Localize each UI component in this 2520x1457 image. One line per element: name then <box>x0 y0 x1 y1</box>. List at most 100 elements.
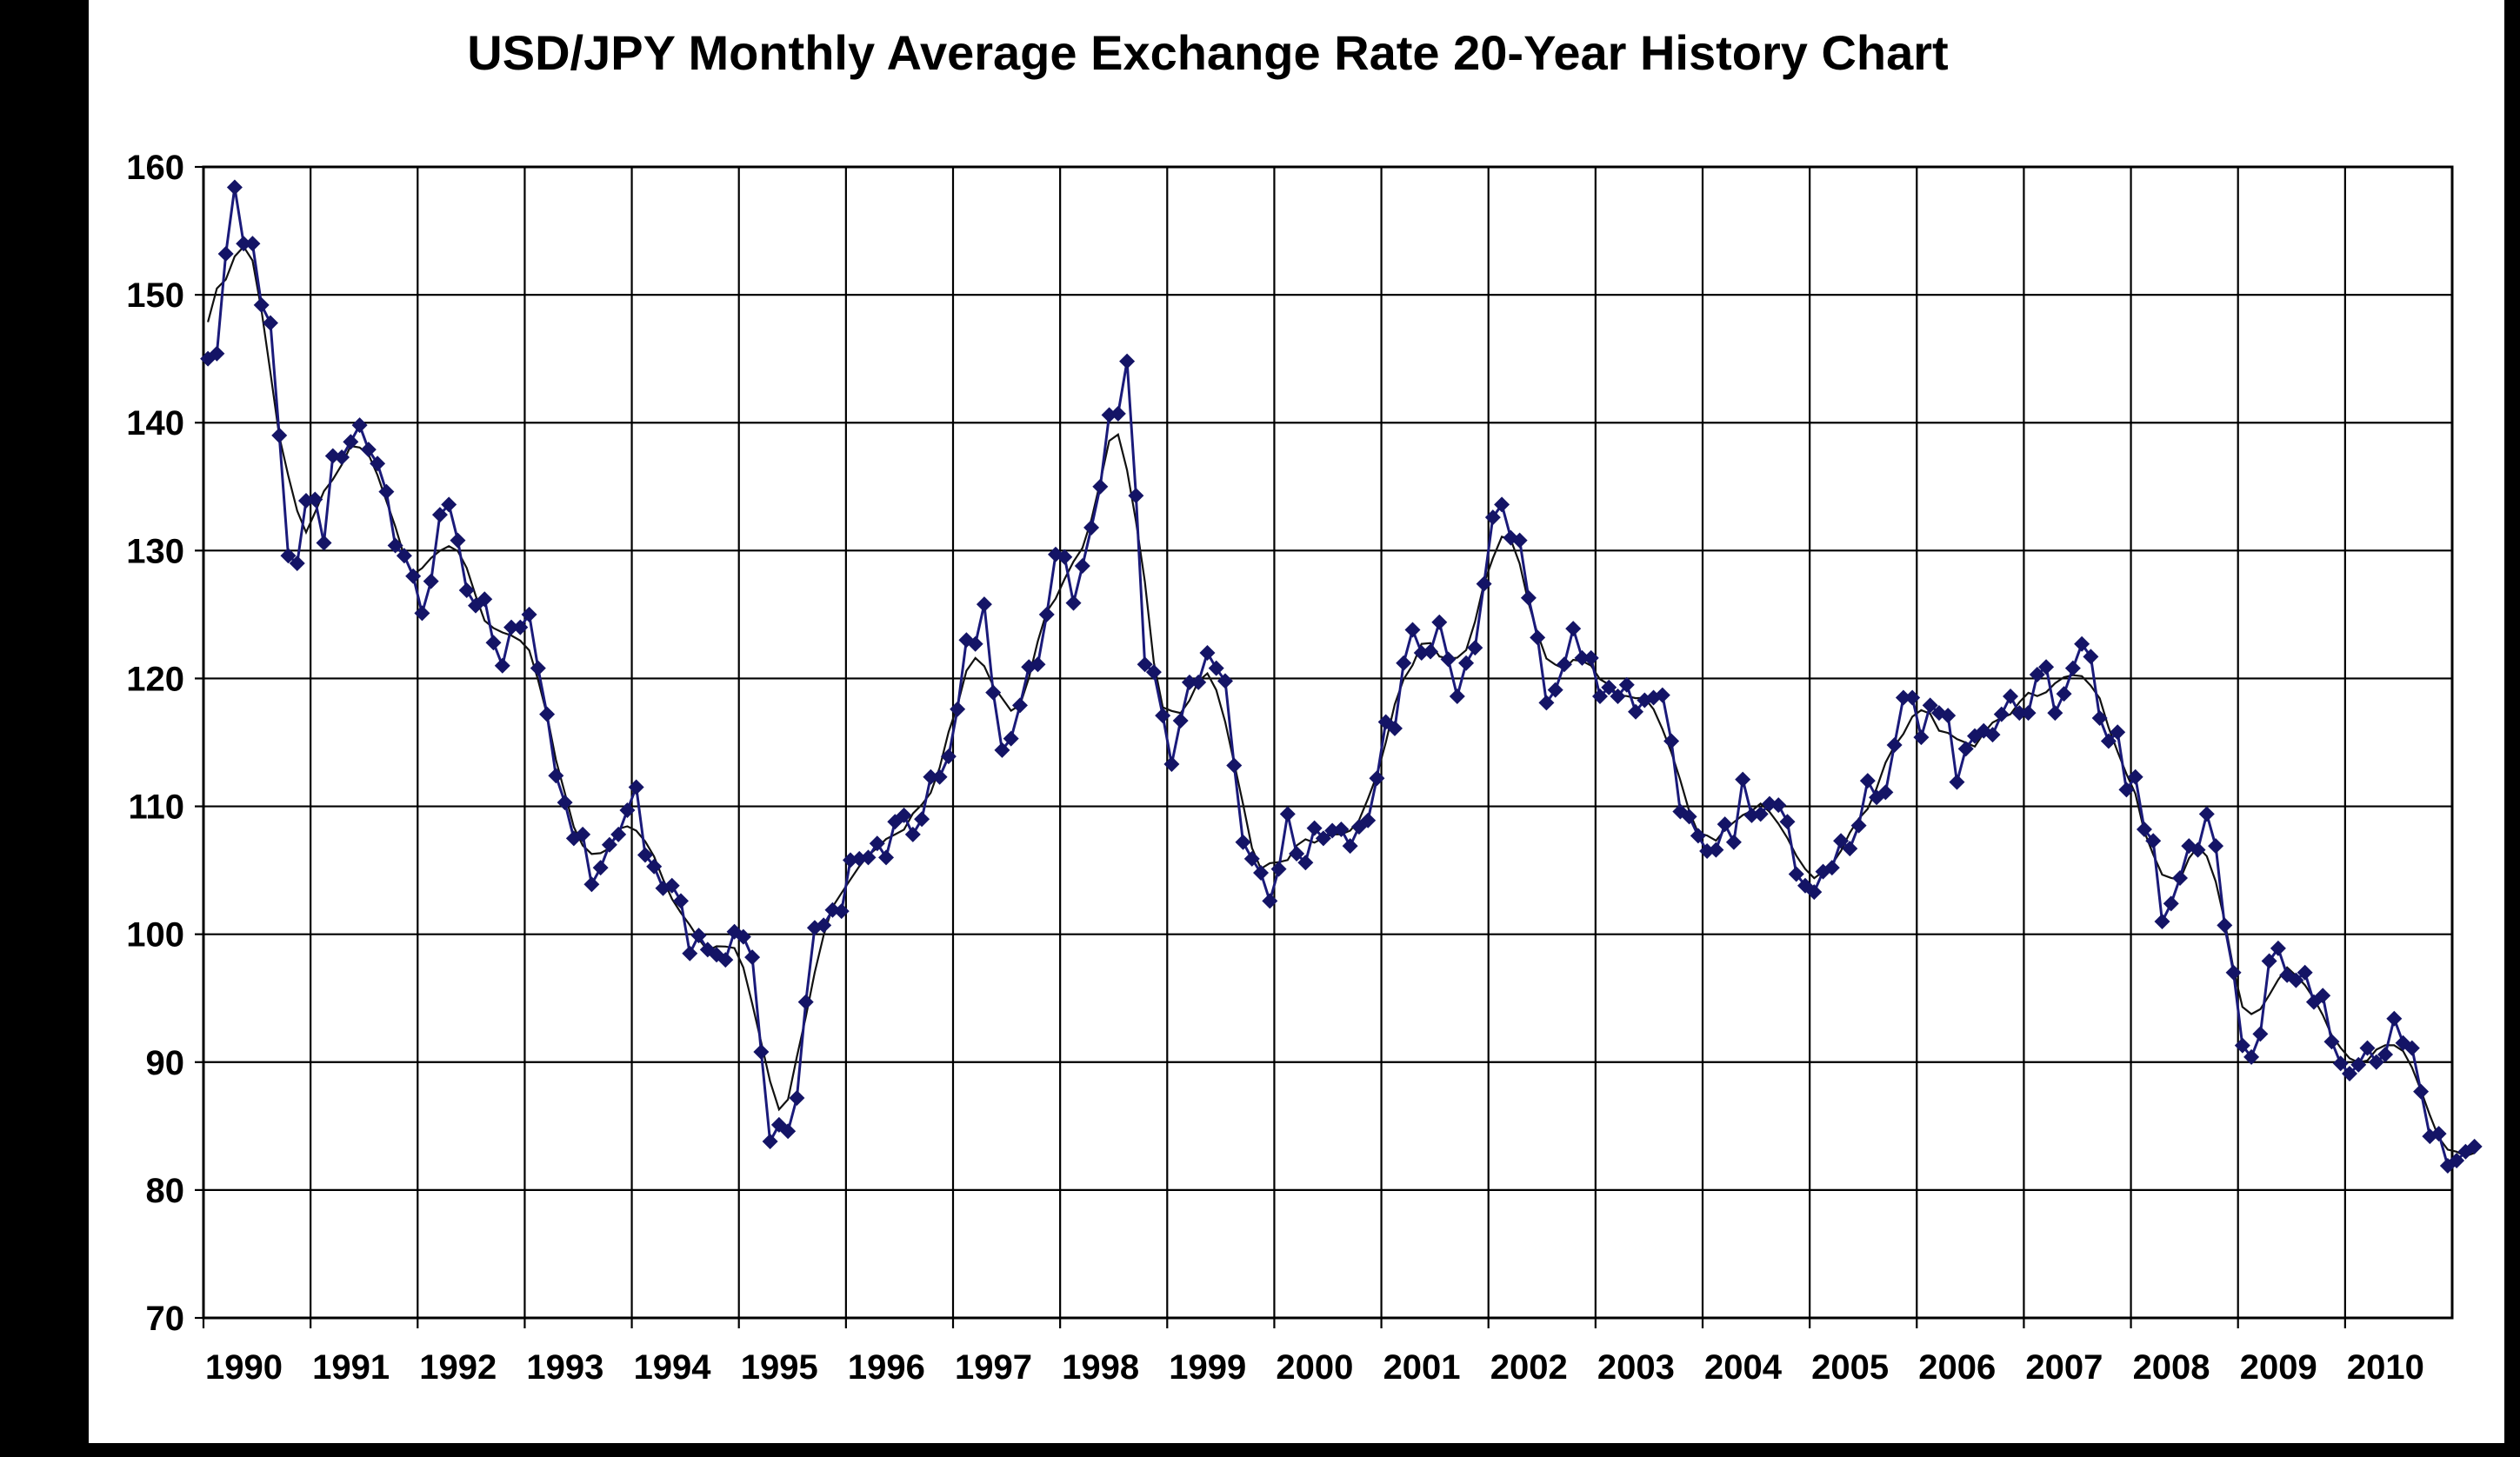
data-point <box>1601 679 1617 695</box>
data-point <box>1404 622 1421 638</box>
data-point <box>2252 1026 2269 1042</box>
data-point <box>2118 782 2135 798</box>
data-point <box>2198 806 2215 822</box>
data-point <box>1360 812 1377 828</box>
data-point <box>217 246 234 263</box>
data-point <box>1208 660 1224 676</box>
data-point <box>575 826 591 842</box>
data-point <box>1913 729 1930 746</box>
data-point <box>1922 697 1938 714</box>
grid-lines <box>202 165 2454 1320</box>
chart-panel: USD/JPY Monthly Average Exchange Rate 20… <box>89 0 2504 1443</box>
data-point <box>663 877 680 894</box>
x-tick-label: 1992 <box>419 1348 497 1387</box>
data-point <box>717 952 734 968</box>
data-point <box>396 548 412 564</box>
data-point <box>1618 676 1635 693</box>
data-point <box>343 434 359 450</box>
data-point <box>2261 953 2277 969</box>
data-point <box>628 779 644 795</box>
data-point <box>967 635 983 652</box>
chart-title: USD/JPY Monthly Average Exchange Rate 20… <box>467 25 1948 80</box>
data-point <box>378 483 395 500</box>
data-point <box>923 768 939 785</box>
data-point <box>1842 841 1858 857</box>
data-point <box>592 860 609 876</box>
data-point <box>2466 1138 2483 1154</box>
data-point <box>1850 817 1867 834</box>
x-tick-label: 2001 <box>1383 1348 1461 1387</box>
data-point <box>2056 686 2072 702</box>
data-point <box>762 1133 778 1149</box>
data-point <box>1547 682 1563 698</box>
data-point <box>503 619 520 635</box>
data-point <box>637 847 653 863</box>
data-point <box>1369 770 1385 787</box>
data-point <box>833 903 850 920</box>
data-point <box>1984 727 2001 743</box>
data-point <box>1779 814 1796 830</box>
data-point <box>1226 757 1243 774</box>
data-point <box>280 548 297 564</box>
data-point <box>1610 689 1626 705</box>
y-tick-label: 140 <box>126 404 184 442</box>
data-point <box>940 748 957 765</box>
x-tick-label: 2008 <box>2133 1348 2210 1387</box>
data-point <box>1484 509 1501 526</box>
data-point <box>1038 606 1055 622</box>
data-point <box>619 802 636 818</box>
series-line <box>207 187 2476 1168</box>
data-point <box>2110 724 2126 741</box>
data-point <box>387 537 403 554</box>
data-point <box>2136 822 2152 838</box>
data-point <box>1190 674 1207 690</box>
data-point <box>1467 640 1483 656</box>
data-point <box>2270 940 2286 956</box>
data-point <box>1681 808 1697 825</box>
data-point <box>1386 720 1403 736</box>
data-point <box>2074 635 2090 652</box>
data-point <box>1145 664 1162 681</box>
data-point <box>1725 834 1742 850</box>
data-point <box>1806 884 1823 901</box>
data-point <box>494 657 510 674</box>
x-tick-label: 2003 <box>1597 1348 1675 1387</box>
data-point <box>1833 833 1850 849</box>
data-point <box>2038 659 2055 675</box>
chart: USD/JPY Monthly Average Exchange Rate 20… <box>126 25 2483 1387</box>
x-tick-label: 1995 <box>741 1348 818 1387</box>
data-point <box>370 456 386 472</box>
data-point <box>1396 655 1412 671</box>
data-point <box>1877 784 1894 801</box>
data-point <box>1297 855 1314 871</box>
axis-ticks: 70 80 90 100 110 120 130 140 150 160 1990 1991 1992 1… <box>126 149 2424 1387</box>
data-point <box>2163 895 2179 912</box>
data-point <box>1993 706 2010 722</box>
data-point <box>2127 768 2143 785</box>
data-point <box>2029 667 2045 683</box>
y-tick-label: 110 <box>128 788 184 827</box>
data-point <box>2315 988 2331 1004</box>
data-point <box>1092 478 1109 495</box>
data-point <box>1823 860 1840 876</box>
data-point <box>753 1044 770 1061</box>
data-point <box>2413 1083 2430 1100</box>
data-point <box>1030 656 1046 673</box>
data-point <box>1003 730 1019 747</box>
data-point <box>351 417 368 434</box>
data-point <box>512 619 529 635</box>
data-point <box>744 949 761 966</box>
data-point <box>307 491 323 508</box>
data-point <box>985 684 1002 701</box>
data-point <box>244 236 261 252</box>
data-point <box>1538 695 1555 711</box>
data-point <box>789 1089 805 1106</box>
data-point <box>1770 797 1787 814</box>
data-point <box>2386 1010 2403 1027</box>
x-tick-label: 1996 <box>848 1348 925 1387</box>
data-point <box>1270 861 1287 877</box>
data-point <box>450 532 466 549</box>
data-point <box>2323 1034 2340 1050</box>
data-point <box>1574 649 1590 666</box>
data-point <box>1788 866 1804 882</box>
